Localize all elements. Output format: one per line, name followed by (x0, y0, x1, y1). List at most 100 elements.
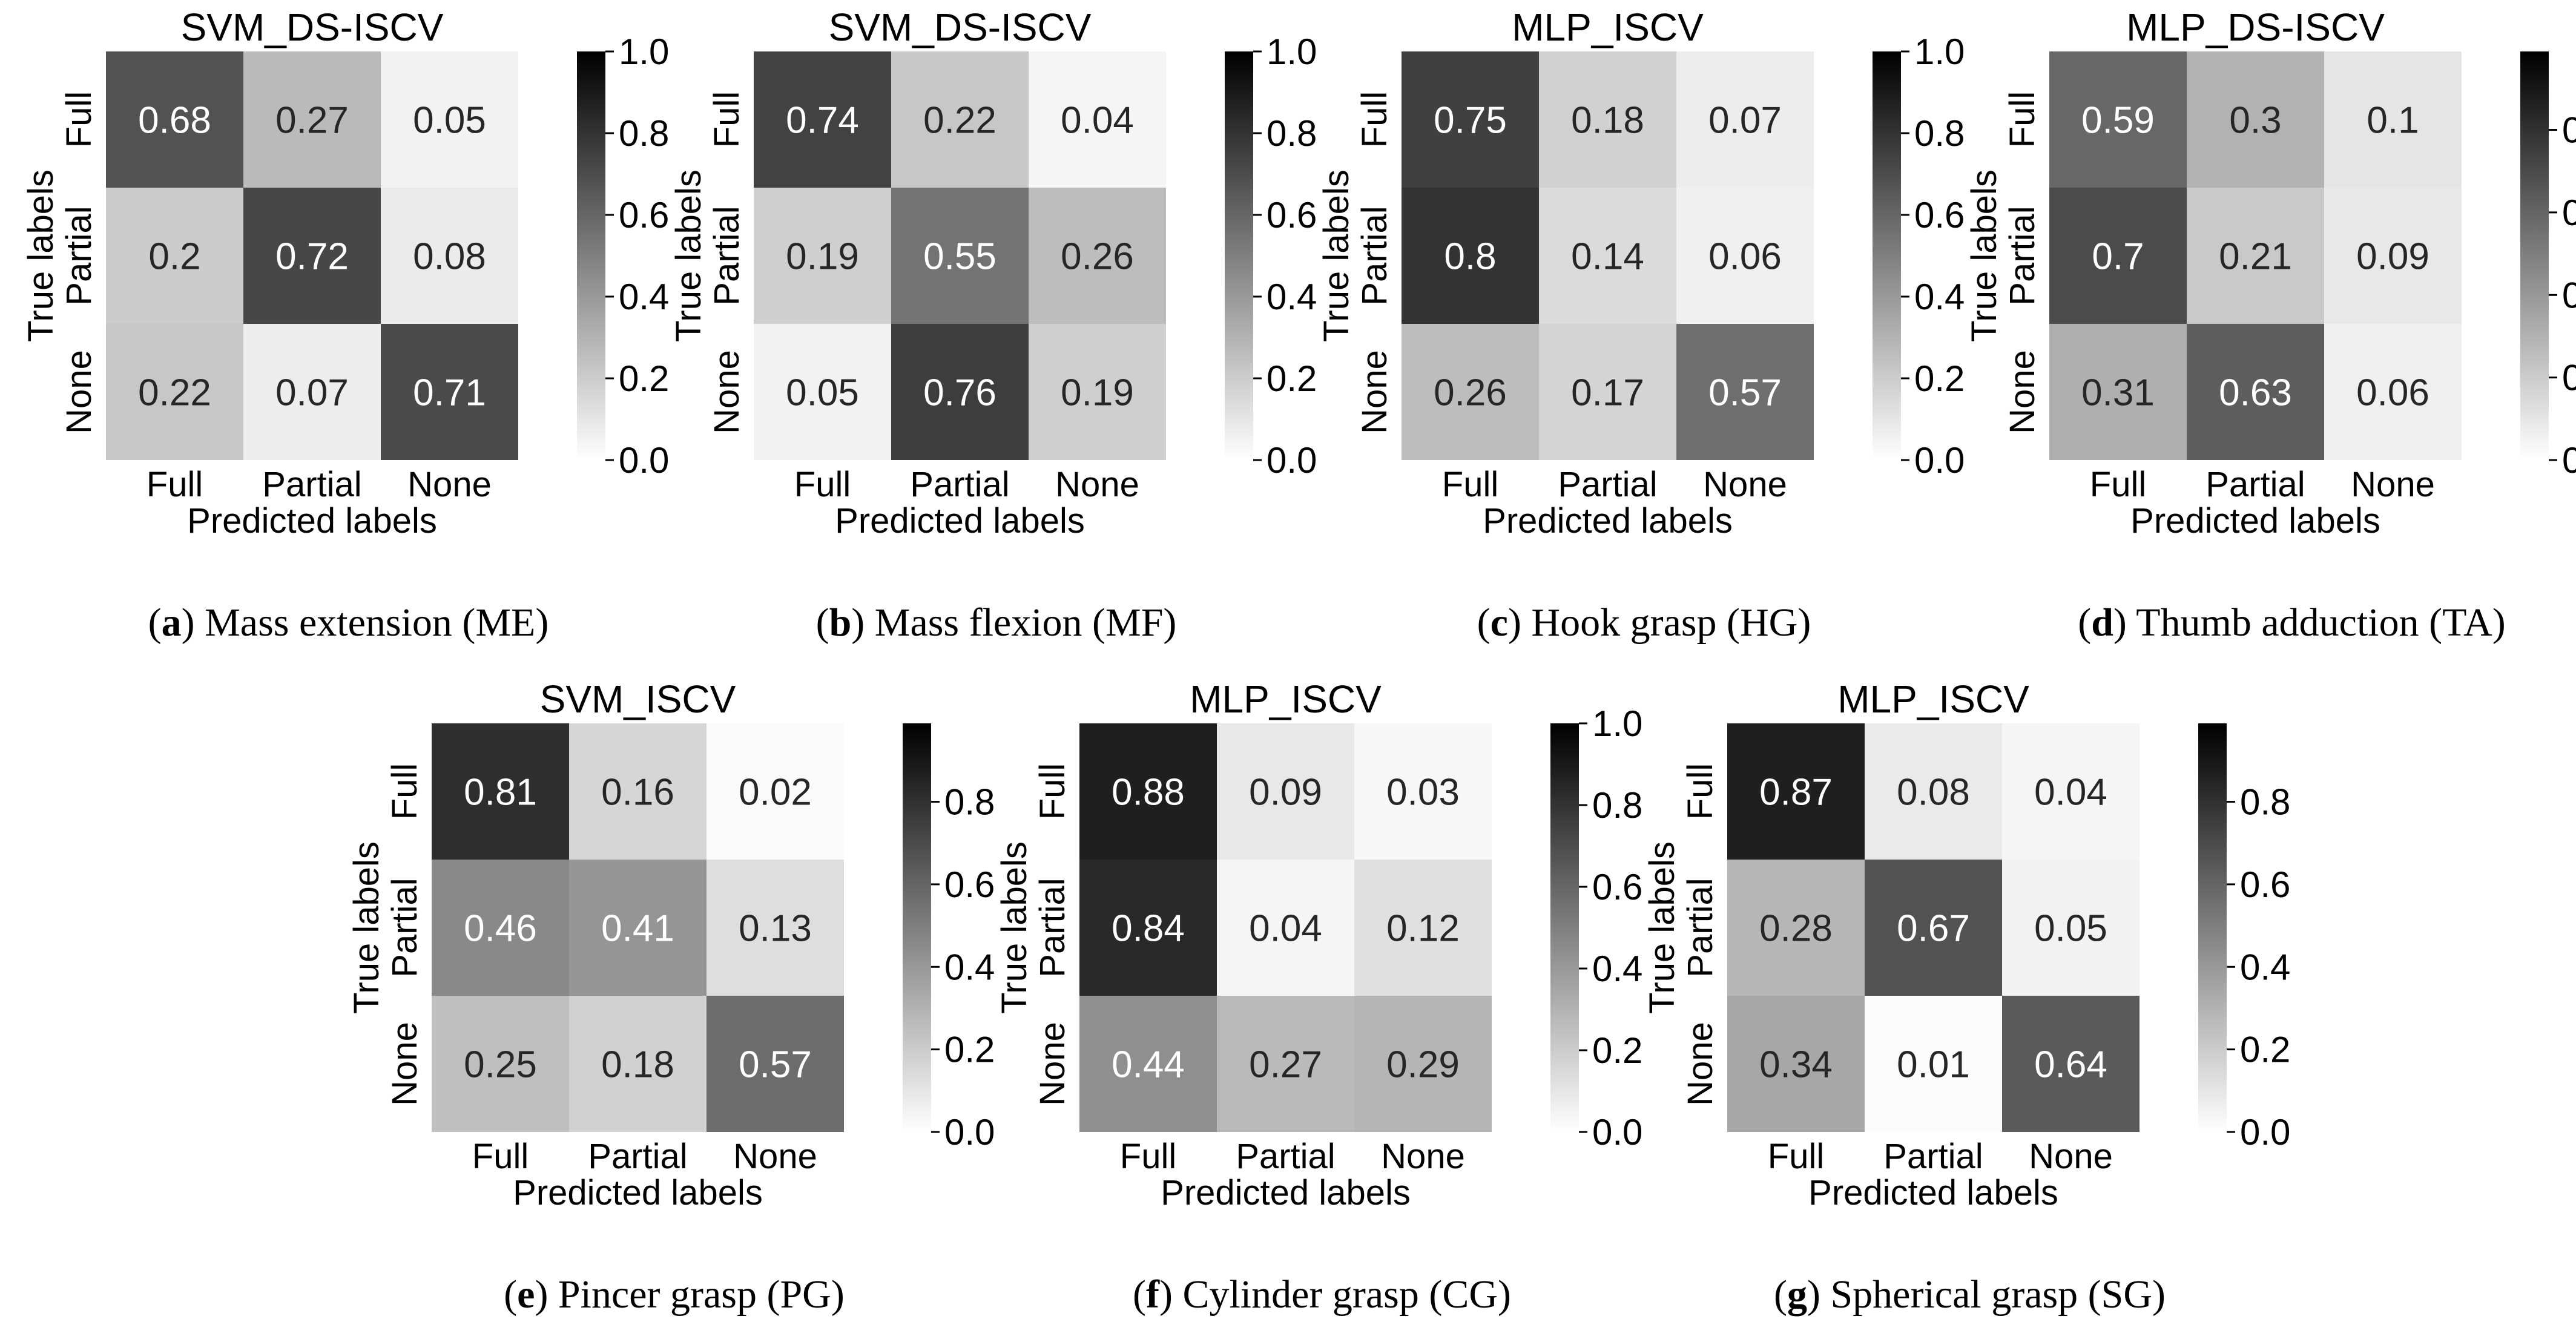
caption-paren-close: ) (2113, 600, 2136, 645)
heatmap-cell (106, 188, 243, 324)
heatmap-cell (754, 51, 891, 188)
heatmap-cell (1865, 860, 2002, 996)
heatmap-cell (2324, 51, 2462, 188)
y-tick-label: Partial (707, 206, 746, 305)
y-tick-label: Full (2003, 91, 2042, 148)
y-tick-label: Full (59, 91, 99, 148)
caption-paren-close: ) (851, 600, 874, 645)
x-axis-label: Predicted labels (1483, 501, 1733, 541)
colorbar-tick-label: 0.8 (1914, 113, 1965, 154)
heatmap-cell (1217, 996, 1354, 1132)
heatmap-cell (432, 860, 569, 996)
caption-paren-open: ( (1133, 1272, 1146, 1317)
panel-title: SVM_DS-ISCV (181, 5, 444, 49)
heatmap-panel-e: SVM_ISCV 0.81 0.16 0.02 0.46 0.41 0.13 0.25 0.18… (347, 677, 995, 1317)
x-axis-label: Predicted labels (1808, 1173, 2058, 1212)
heatmap-cell (2049, 51, 2187, 188)
caption-letter: d (2091, 600, 2113, 645)
heatmap-cell (1079, 723, 1217, 860)
y-tick-label: Partial (2003, 206, 2042, 305)
heatmap-cell (891, 188, 1029, 324)
cell-value-label: 0.67 (1897, 908, 1970, 950)
panel-caption: (b) Mass flexion (MF) (816, 600, 1177, 645)
x-tick-label: None (2351, 465, 2435, 504)
x-axis-label: Predicted labels (2130, 501, 2380, 541)
y-axis-label: True labels (995, 841, 1034, 1014)
cell-value-label: 0.19 (1061, 372, 1134, 414)
y-axis-label: True labels (21, 169, 61, 342)
y-axis-label: True labels (1317, 169, 1356, 342)
heatmap-cell (381, 51, 518, 188)
caption-paren-open: ( (1477, 600, 1491, 645)
cell-value-label: 0.27 (1249, 1044, 1322, 1086)
caption-paren-open: ( (504, 1272, 517, 1317)
cell-value-label: 0.76 (923, 372, 996, 414)
colorbar-tick-label: 0.8 (1592, 785, 1642, 826)
colorbar-tick-label: 0.0 (619, 440, 669, 481)
cell-value-label: 0.88 (1112, 772, 1185, 814)
caption-text: Thumb adduction (TA) (2136, 600, 2506, 645)
x-axis-label: Predicted labels (835, 501, 1085, 541)
heatmap-cell (1676, 51, 1814, 188)
x-tick-label: None (1055, 465, 1139, 504)
heatmap-cell (891, 324, 1029, 460)
heatmap-cell (381, 324, 518, 460)
heatmap-cell (891, 51, 1029, 188)
cell-value-label: 0.03 (1386, 772, 1460, 814)
y-tick-label: Full (707, 91, 746, 148)
caption-letter: a (162, 600, 182, 645)
x-tick-label: Full (472, 1137, 529, 1176)
caption-paren-open: ( (2078, 600, 2091, 645)
x-tick-label: Full (147, 465, 203, 504)
heatmap-cell (2049, 324, 2187, 460)
x-tick-label: Full (2090, 465, 2146, 504)
colorbar (577, 51, 605, 460)
cell-value-label: 0.75 (1434, 100, 1507, 142)
cell-value-label: 0.8 (1444, 236, 1496, 278)
colorbar-tick-label: 0.2 (944, 1030, 995, 1070)
caption-text: Hook grasp (HG) (1531, 600, 1811, 645)
cell-value-label: 0.7 (2092, 236, 2144, 278)
caption-paren-open: ( (148, 600, 162, 645)
x-tick-label: None (1703, 465, 1787, 504)
heatmap-cell (569, 860, 707, 996)
cell-value-label: 0.02 (739, 772, 812, 814)
y-tick-label: Partial (1033, 878, 1072, 977)
heatmap-cell (2187, 51, 2324, 188)
x-tick-label: Full (1120, 1137, 1176, 1176)
y-tick-label: Full (1355, 91, 1394, 148)
cell-value-label: 0.28 (1759, 908, 1833, 950)
caption-text: Cylinder grasp (CG) (1182, 1272, 1511, 1317)
colorbar-tick-label: 0.4 (1267, 277, 1317, 317)
cell-value-label: 0.19 (786, 236, 859, 278)
colorbar (2198, 723, 2227, 1132)
cell-value-label: 0.06 (1708, 236, 1782, 278)
colorbar-tick-label: 0.2 (619, 358, 669, 399)
heatmap-cell (1354, 723, 1492, 860)
panel-caption: (d) Thumb adduction (TA) (2078, 600, 2506, 645)
x-tick-label: Partial (1236, 1137, 1335, 1176)
heatmap-cell (1727, 996, 1865, 1132)
colorbar-tick-label: 0.6 (619, 195, 669, 235)
x-axis-label: Predicted labels (187, 501, 437, 541)
x-tick-label: Partial (1883, 1137, 1983, 1176)
heatmap-cell (1217, 723, 1354, 860)
caption-letter: g (1787, 1272, 1807, 1317)
x-tick-label: None (733, 1137, 817, 1176)
heatmap-cell (243, 324, 381, 460)
colorbar-tick-label: 0.2 (1914, 358, 1965, 399)
colorbar-tick-label: 1.0 (1267, 31, 1317, 72)
heatmap-cell (2187, 188, 2324, 324)
y-tick-label: None (1681, 1022, 1720, 1106)
cell-value-label: 0.74 (786, 100, 859, 142)
heatmap-cell (1727, 723, 1865, 860)
caption-paren-close: ) (1508, 600, 1531, 645)
y-tick-label: Partial (59, 206, 99, 305)
heatmap-cell (754, 324, 891, 460)
colorbar-tick-label: 0.4 (1914, 277, 1965, 317)
y-axis-label: True labels (347, 841, 386, 1014)
heatmap-panel-g: MLP_ISCV 0.87 0.08 0.04 0.28 0.67 0.05 0.34 0.01… (1642, 677, 2290, 1317)
caption-letter: c (1491, 600, 1508, 645)
heatmap-cell (1539, 188, 1676, 324)
x-tick-label: None (1381, 1137, 1465, 1176)
